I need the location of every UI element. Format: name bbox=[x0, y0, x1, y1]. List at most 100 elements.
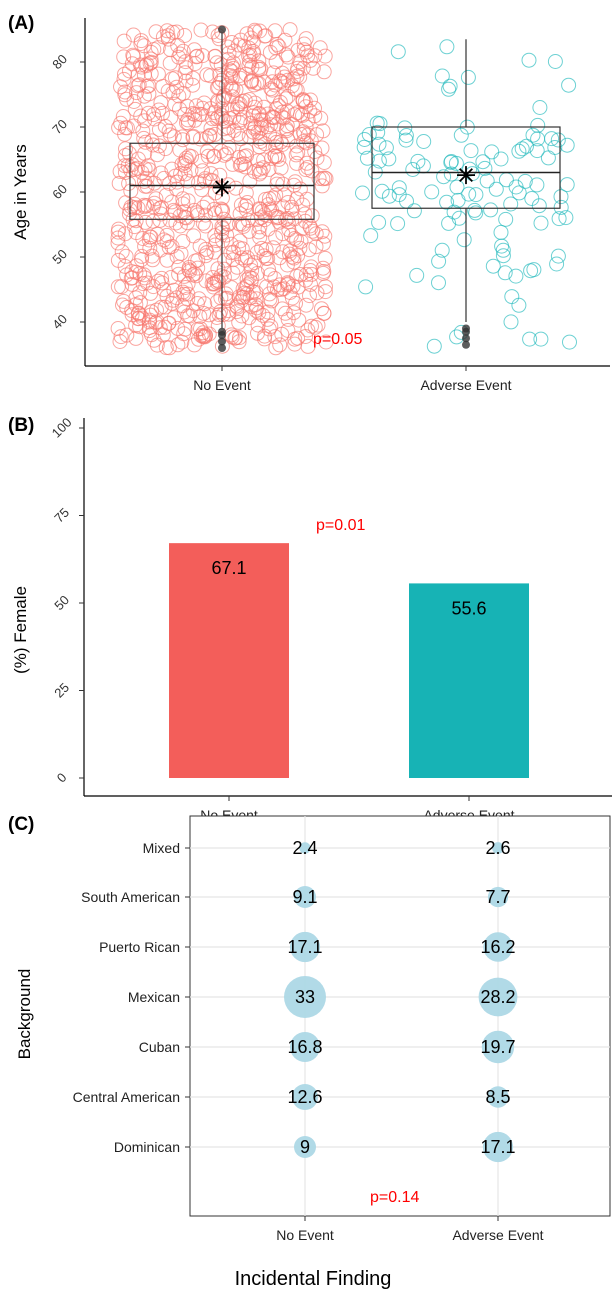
panel-a-data-point bbox=[504, 289, 520, 305]
panel-a-data-point bbox=[139, 275, 155, 291]
panel-a-data-point bbox=[220, 39, 236, 55]
panel-b-y-tick-label: 0 bbox=[54, 770, 70, 786]
panel-a-data-point bbox=[160, 28, 176, 44]
panel-a-data-point bbox=[307, 144, 323, 159]
panel-a-data-point bbox=[273, 74, 289, 90]
panel-a-data-point bbox=[178, 60, 194, 76]
panel-b-bars: 67.1 55.6 bbox=[169, 543, 529, 778]
panel-a-data-point bbox=[111, 175, 127, 191]
panel-a-data-point bbox=[495, 242, 511, 258]
panel-c-bubble-label: 8.5 bbox=[485, 1087, 510, 1107]
panel-a-data-point bbox=[209, 310, 225, 325]
panel-a-data-point bbox=[197, 296, 213, 312]
panel-a-data-point bbox=[283, 227, 299, 243]
panel-a-data-point bbox=[297, 94, 313, 110]
panel-a-data-point bbox=[259, 119, 275, 135]
panel-a-data-point bbox=[290, 330, 306, 346]
panel-a-data-point bbox=[316, 305, 332, 321]
panel-a-data-point bbox=[176, 268, 192, 284]
panel-a-data-point bbox=[267, 132, 283, 147]
panel-a-data-point bbox=[524, 191, 540, 206]
panel-a-data-point bbox=[260, 311, 275, 327]
panel-c-bubble-label: 2.4 bbox=[292, 838, 317, 858]
panel-a-data-point bbox=[297, 206, 313, 222]
panel-a-data-point bbox=[252, 139, 267, 155]
panel-a-data-point bbox=[275, 244, 291, 260]
panel-a-y-ticks: 40 50 60 70 80 bbox=[49, 51, 85, 332]
panel-a-points bbox=[110, 22, 577, 356]
panel-a-data-point bbox=[110, 321, 126, 336]
panel-a-data-point bbox=[258, 242, 274, 258]
panel-a-data-point bbox=[246, 164, 262, 179]
panel-a-data-point bbox=[296, 42, 312, 58]
panel-c-bubble bbox=[284, 976, 326, 1018]
panel-a-data-point bbox=[311, 171, 327, 186]
panel-a-data-point bbox=[143, 285, 159, 301]
panel-a-data-point bbox=[263, 318, 279, 334]
panel-a-data-point bbox=[547, 54, 563, 69]
panel-c-bubble bbox=[483, 932, 513, 962]
panel-a-data-point bbox=[166, 282, 182, 298]
panel-a-data-point bbox=[119, 91, 134, 107]
panel-a-data-point bbox=[374, 183, 390, 199]
panel-a-data-point bbox=[270, 149, 285, 165]
panel-a-data-point bbox=[199, 144, 215, 160]
panel-a-data-point bbox=[175, 191, 191, 207]
panel-a-data-point bbox=[153, 206, 169, 222]
panel-a-data-point bbox=[268, 230, 284, 246]
panel-a-data-point bbox=[378, 140, 394, 156]
panel-c-y-category-label: South American bbox=[81, 889, 180, 905]
panel-a-data-point bbox=[286, 254, 302, 270]
panel-a-data-point bbox=[291, 312, 307, 328]
panel-a-data-point bbox=[297, 213, 313, 229]
panel-a-data-point bbox=[196, 305, 212, 321]
panel-c-bubble bbox=[299, 842, 311, 854]
panel-a-data-point bbox=[170, 320, 186, 336]
panel-a-data-point bbox=[439, 39, 455, 55]
panel-a-data-point bbox=[451, 210, 467, 226]
panel-a-data-point bbox=[138, 134, 153, 150]
panel-a-data-point bbox=[141, 78, 157, 94]
panel-a-data-point bbox=[157, 319, 173, 335]
panel-a-data-point bbox=[232, 330, 247, 346]
panel-a-data-point bbox=[195, 199, 211, 215]
panel-a-data-point bbox=[178, 150, 194, 166]
panel-c-y-category-label: Cuban bbox=[139, 1039, 180, 1055]
panel-a-mean-star bbox=[213, 178, 231, 197]
panel-a-data-point bbox=[222, 62, 238, 78]
panel-a-data-point bbox=[139, 79, 155, 94]
panel-a-data-point bbox=[120, 158, 136, 174]
panel-a-data-point bbox=[176, 326, 192, 342]
panel-a-data-point bbox=[115, 297, 130, 313]
panel-a-data-point bbox=[441, 81, 457, 97]
panel-a-data-point bbox=[238, 66, 254, 82]
panel-a-data-point bbox=[169, 249, 185, 265]
panel-a-data-point bbox=[230, 126, 246, 142]
panel-a-data-point bbox=[151, 102, 167, 118]
panel-c-bubble-label: 9 bbox=[300, 1137, 310, 1157]
panel-a-data-point bbox=[301, 242, 317, 258]
panel-a-data-point bbox=[190, 252, 206, 268]
panel-a-data-point bbox=[300, 338, 316, 354]
panel-a-data-point bbox=[436, 169, 452, 185]
panel-a-data-point bbox=[532, 100, 548, 115]
panel-c-bubble bbox=[292, 1084, 318, 1110]
panel-a-data-point bbox=[163, 270, 179, 285]
panel-a-data-point bbox=[242, 173, 258, 189]
panel-a-data-point bbox=[381, 188, 397, 204]
panel-a-data-point bbox=[529, 143, 545, 159]
panel-b-y-tick-label: 50 bbox=[51, 592, 72, 613]
panel-a-data-point bbox=[229, 304, 245, 320]
panel-b-bar-value-label: 55.6 bbox=[451, 598, 486, 618]
panel-a-data-point bbox=[475, 154, 491, 170]
panel-a-boxes bbox=[129, 25, 561, 352]
panel-a-data-point bbox=[219, 227, 235, 243]
panel-a-data-point bbox=[289, 191, 305, 207]
panel-a-data-point bbox=[561, 77, 577, 93]
panel-a-data-point bbox=[559, 177, 575, 193]
panel-a-data-point bbox=[361, 127, 377, 142]
panel-c-bubble bbox=[492, 842, 504, 854]
panel-a-data-point bbox=[126, 94, 142, 109]
panel-a-data-point bbox=[300, 160, 316, 175]
panel-a-data-point bbox=[128, 330, 144, 346]
